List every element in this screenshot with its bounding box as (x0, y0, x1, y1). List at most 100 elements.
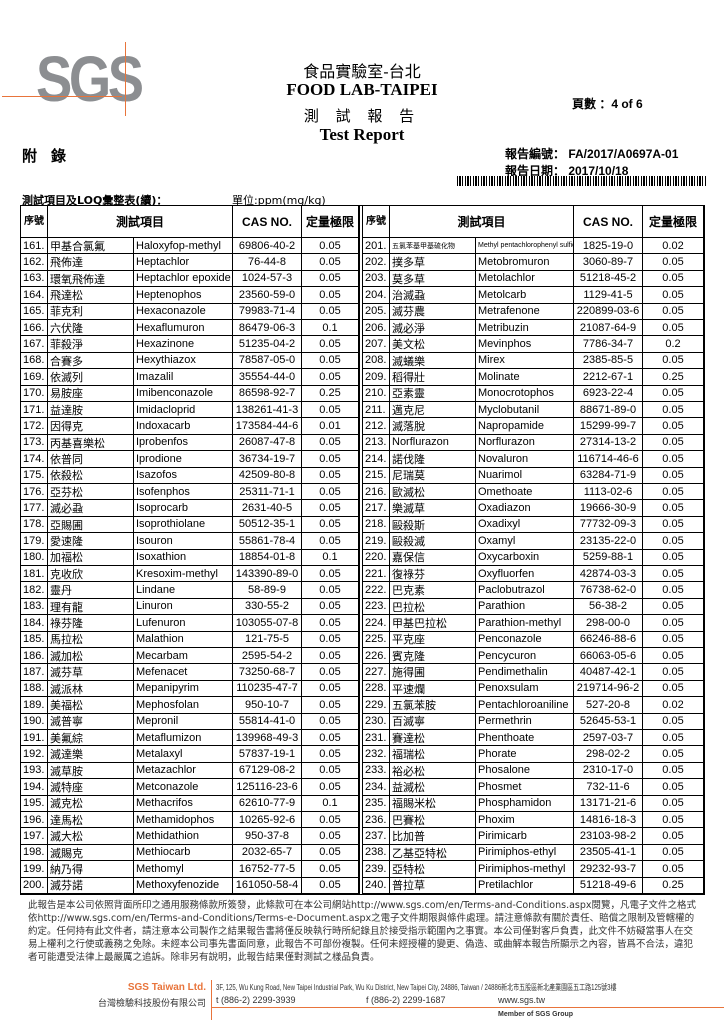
row-en-name: Oxadiazon (476, 500, 574, 517)
row-seq: 213. (363, 434, 390, 452)
row-cas-no: 86598-92-7 (233, 385, 302, 402)
row-loq: 0.05 (302, 697, 359, 714)
row-cn-name: 滅普寧 (48, 713, 134, 730)
row-seq: 204. (363, 287, 390, 304)
row-loq: 0.05 (643, 287, 704, 304)
sgs-logo: SGS (2, 42, 144, 116)
row-loq: 0.05 (302, 467, 359, 484)
row-seq: 206. (363, 320, 390, 337)
row-seq: 180. (21, 549, 48, 566)
row-cn-name: 毆殺滅 (390, 533, 476, 550)
row-en-name: Hexazinone (134, 336, 233, 353)
row-seq: 199. (21, 861, 48, 878)
row-cas-no: 2595-54-2 (233, 648, 302, 665)
row-loq: 0.05 (643, 303, 704, 320)
e-document-terms-link[interactable]: http://www.sgs.com/en/Terms-and-Conditio… (37, 913, 372, 924)
row-cas-no: 173584-44-6 (233, 418, 302, 435)
company-name-cn: 台灣檢驗科技股份有限公司 (97, 999, 206, 1009)
row-en-name: Metrafenone (476, 303, 574, 320)
row-cn-name: 克收欣 (48, 566, 134, 583)
row-cn-name: 理有龍 (48, 598, 134, 616)
row-seq: 184. (21, 615, 48, 632)
row-loq: 0.05 (302, 877, 359, 894)
row-cas-no: 76738-62-0 (574, 582, 643, 599)
row-en-name: Phosmet (476, 779, 574, 796)
row-cn-name: 納乃得 (48, 861, 134, 878)
row-loq: 0.05 (643, 352, 704, 370)
row-en-name: Hexaflumuron (134, 320, 233, 337)
terms-notice: 此報告是本公司依照背面所印之通用服務條款所簽發，此條款可在本公司網站http:/… (28, 899, 698, 964)
row-en-name: Nuarimol (476, 467, 574, 484)
row-en-name: Oxyfluorfen (476, 566, 574, 583)
row-en-name: Mepanipyrim (134, 680, 233, 698)
row-cn-name: 歐滅松 (390, 484, 476, 501)
row-cn-name: 嘉保信 (390, 549, 476, 566)
row-loq: 0.05 (302, 730, 359, 747)
row-loq: 0.05 (643, 795, 704, 812)
row-en-name: Parathion (476, 598, 574, 616)
row-cas-no: 161050-58-4 (233, 877, 302, 894)
barcode (457, 176, 707, 186)
row-loq: 0.05 (302, 615, 359, 632)
row-cas-no: 16752-77-5 (233, 861, 302, 878)
row-loq: 0.05 (302, 533, 359, 550)
row-loq: 0.05 (302, 270, 359, 288)
row-cas-no: 950-10-7 (233, 697, 302, 714)
row-cas-no: 18854-01-8 (233, 549, 302, 566)
report-number: 報告編號： FA/2017/A0697A-01 (505, 147, 679, 161)
row-loq: 0.05 (643, 484, 704, 501)
row-loq: 0.02 (643, 238, 704, 255)
row-loq: 0.05 (643, 549, 704, 566)
row-cas-no: 79983-71-4 (233, 303, 302, 320)
row-seq: 225. (363, 631, 390, 648)
row-cas-no: 220899-03-6 (574, 303, 643, 320)
row-loq: 0.05 (643, 418, 704, 435)
row-loq: 0.05 (302, 680, 359, 698)
row-en-name: Penoxsulam (476, 680, 574, 698)
row-en-name: Oxamyl (476, 533, 574, 550)
row-loq: 0.05 (302, 303, 359, 320)
row-cn-name: 滅必蝨 (48, 500, 134, 517)
row-en-name: Metolachlor (476, 270, 574, 288)
row-loq: 0.1 (302, 549, 359, 566)
row-cas-no: 13171-21-6 (574, 795, 643, 812)
row-seq: 161. (21, 238, 48, 255)
row-en-name: Iprobenfos (134, 434, 233, 452)
row-cn-name: 乙基亞特松 (390, 844, 476, 862)
row-en-name: Molinate (476, 369, 574, 386)
row-loq: 0.05 (302, 598, 359, 616)
row-cn-name: 滅克松 (48, 795, 134, 812)
row-seq: 188. (21, 680, 48, 698)
row-seq: 172. (21, 418, 48, 435)
row-cn-name: 滅賜克 (48, 844, 134, 862)
row-seq: 193. (21, 762, 48, 780)
row-seq: 164. (21, 287, 48, 304)
row-seq: 236. (363, 812, 390, 829)
row-seq: 196. (21, 812, 48, 829)
row-en-name: Parathion-methyl (476, 615, 574, 632)
terms-link[interactable]: http://www.sgs.com/en/Terms-and-Conditio… (351, 900, 592, 911)
row-cn-name: 平克座 (390, 631, 476, 648)
row-cas-no: 143390-89-0 (233, 566, 302, 583)
header-seq: 序號 (363, 206, 390, 238)
row-seq: 176. (21, 484, 48, 501)
row-cn-name: 亞芬松 (48, 484, 134, 501)
row-seq: 208. (363, 352, 390, 370)
row-cn-name: 亞特松 (390, 861, 476, 878)
row-en-name: Novaluron (476, 451, 574, 468)
row-en-name: Phenthoate (476, 730, 574, 747)
row-loq: 0.05 (302, 812, 359, 829)
row-seq: 216. (363, 484, 390, 501)
row-loq: 0.05 (643, 844, 704, 862)
row-cn-name: 普拉草 (390, 877, 476, 894)
row-cas-no: 51218-45-2 (574, 270, 643, 288)
row-en-name: Myclobutanil (476, 402, 574, 419)
row-en-name: Iprodione (134, 451, 233, 468)
row-cn-name: 復祿芬 (390, 566, 476, 583)
row-cas-no: 3060-89-7 (574, 254, 643, 271)
row-en-name: Napropamide (476, 418, 574, 435)
row-seq: 168. (21, 352, 48, 370)
row-loq: 0.05 (643, 402, 704, 419)
row-seq: 234. (363, 779, 390, 796)
row-en-name: Heptachlor epoxide (134, 270, 233, 288)
